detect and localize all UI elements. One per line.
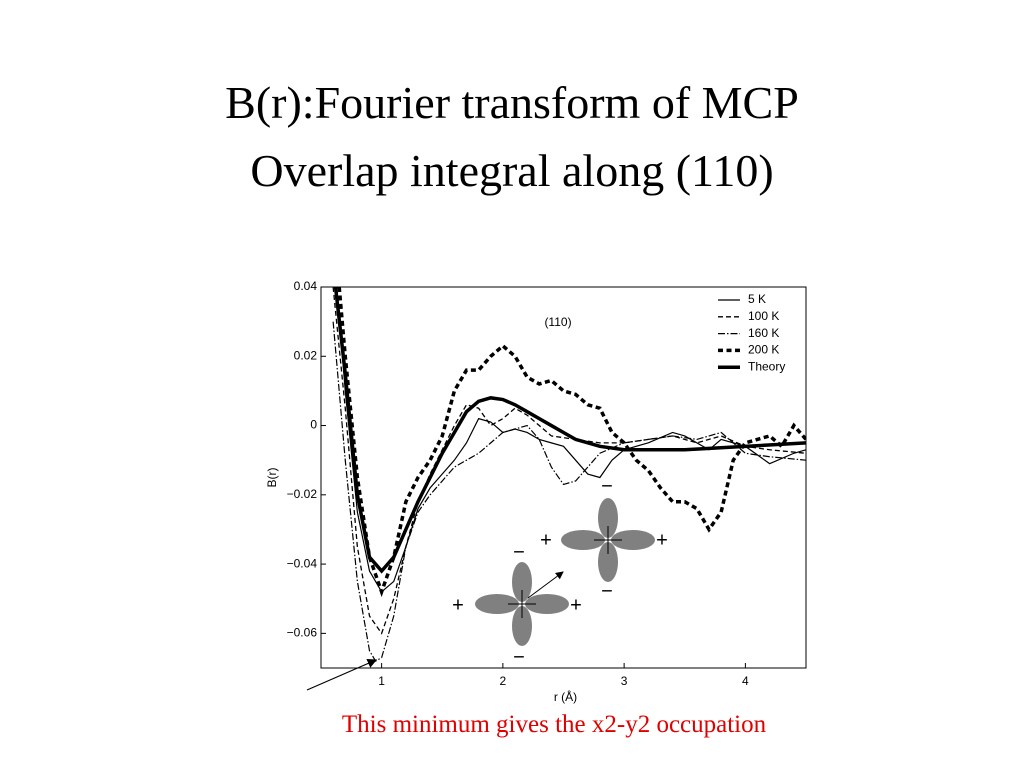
sign: − [601,475,613,497]
series-line [333,287,806,574]
series-line [337,287,806,598]
plot-frame [320,286,807,669]
sign: + [656,529,668,551]
legend-label: 200 K [748,343,779,357]
annotation-arrow [306,658,378,691]
sign: + [570,594,582,616]
legend-label: 100 K [748,309,779,323]
legend-label: Theory [748,359,785,373]
legend-label: 160 K [748,326,779,340]
plot: −0.06 −0.04 −0.02 0 0.02 0.04 1 2 3 4 r (Å) B(r) (11… [265,279,807,704]
y-tick-label: 0 [310,418,317,432]
annotation: (110) [544,315,571,329]
sign: − [513,541,525,563]
legend-label: 5 K [748,292,766,306]
x-tick-label: 4 [742,674,749,688]
x-axis-label: r (Å) [554,689,577,704]
y-tick-label: −0.02 [287,487,318,501]
x-tick-label: 2 [500,674,507,688]
y-tick-label: −0.06 [287,626,318,640]
series-line [332,321,806,662]
series-line [332,287,806,635]
y-tick-label: 0.02 [294,348,318,362]
slide-title: Overlap integral along (110) [250,145,773,196]
orbital-diagram: − + + − − + + − [452,475,668,668]
x-tick-label: 1 [378,674,385,688]
sign: + [540,529,552,551]
slide-title: B(r):Fourier transform of MCP [225,77,799,128]
y-tick-label: −0.04 [287,556,318,570]
sign: − [601,580,613,602]
y-tick-label: 0.04 [294,279,318,293]
y-axis-label: B(r) [265,468,279,488]
caption: This minimum gives the x2-y2 occupation [342,711,767,738]
sign: − [513,646,525,668]
sign: + [452,594,464,616]
x-tick-label: 3 [621,674,628,688]
series-line [336,287,806,593]
